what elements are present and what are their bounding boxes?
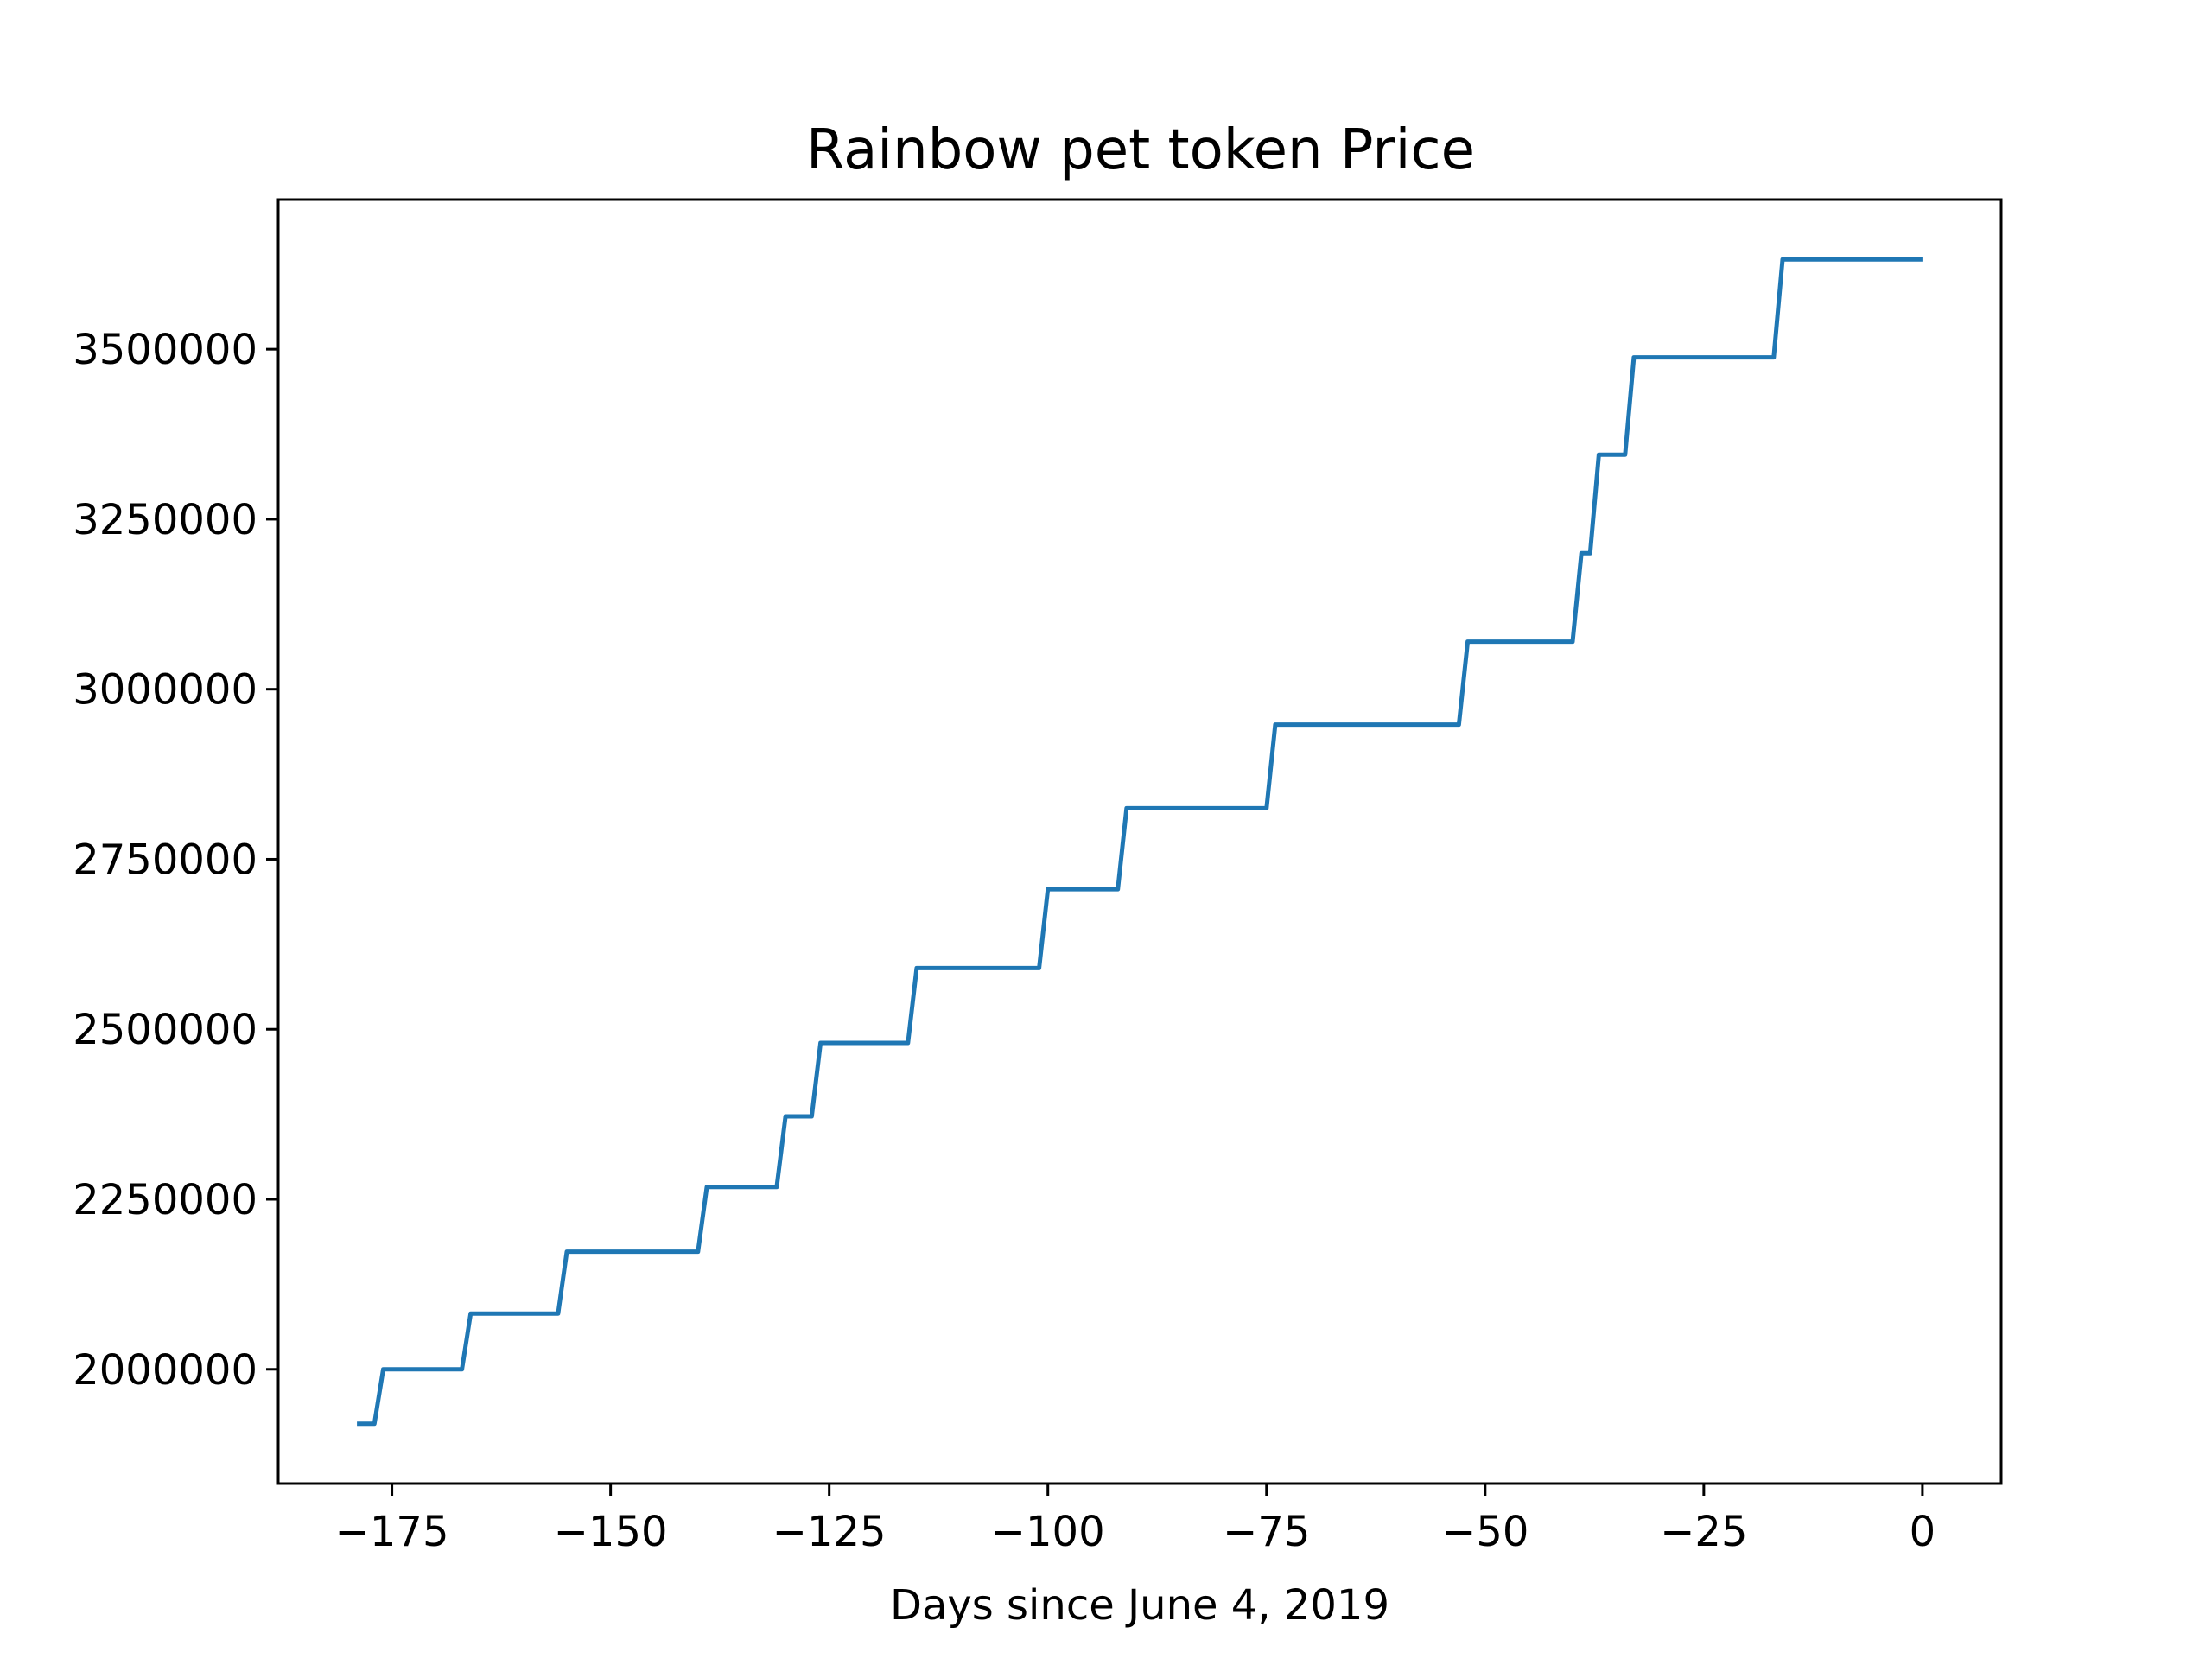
x-tick-label: −150 (554, 1508, 668, 1556)
y-tick-label: 2500000 (73, 1006, 257, 1054)
y-tick-label: 3000000 (73, 666, 257, 715)
y-tick-label: 2000000 (73, 1346, 257, 1395)
y-tick-label: 3250000 (73, 496, 257, 544)
x-tick-label: −175 (335, 1508, 449, 1556)
x-axis-ticks: −175 −150 −125 −100 −75 −50 −25 0 (335, 1484, 1936, 1556)
y-tick-label: 2750000 (73, 836, 257, 884)
y-axis-ticks: 2000000 2250000 2500000 2750000 3000000 32500… (73, 326, 278, 1395)
y-tick-label: 2250000 (73, 1176, 257, 1224)
chart-title: Rainbow pet token Price (806, 118, 1475, 182)
x-tick-label: −50 (1441, 1508, 1529, 1556)
price-series-line (357, 257, 1923, 1427)
x-tick-label: −25 (1660, 1508, 1747, 1556)
x-tick-label: −75 (1223, 1508, 1310, 1556)
x-axis-label: Days since June 4, 2019 (890, 1581, 1389, 1630)
plot-area (278, 200, 2001, 1484)
x-tick-label: −100 (991, 1508, 1105, 1556)
x-tick-label: 0 (1910, 1508, 1936, 1556)
x-tick-label: −125 (772, 1508, 887, 1556)
plot-frame (276, 198, 2003, 1485)
y-tick-label: 3500000 (73, 326, 257, 374)
